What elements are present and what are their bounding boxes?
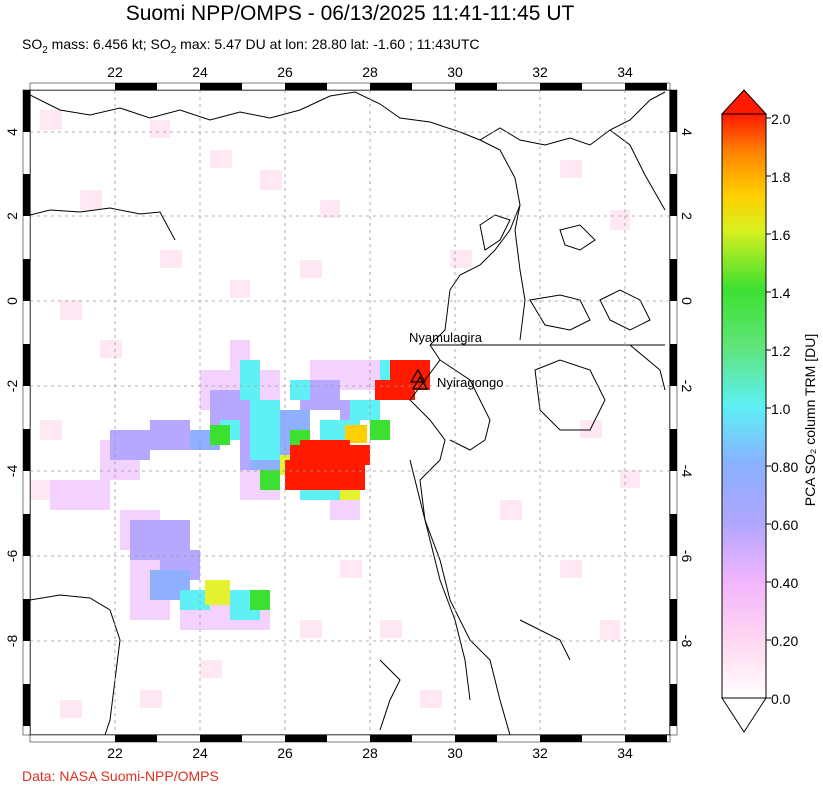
lat-tick-label: -2	[4, 380, 20, 393]
volcano-triangle-icon	[409, 368, 427, 383]
lon-tick-label: 30	[447, 64, 463, 80]
lon-tick-label: 32	[532, 745, 548, 761]
lat-tick-label: 2	[4, 212, 20, 220]
volcano-label-nyamulagira: Nyamulagira	[409, 330, 483, 345]
colorbar-tick-label: 1.2	[771, 343, 791, 359]
lon-tick-label: 32	[532, 64, 548, 80]
colorbar: 2.0 1.8 1.6 1.4 1.2 1.0 0.80 0.60 0.40 0…	[720, 89, 818, 733]
colorbar-tick-label: 1.8	[771, 169, 791, 185]
map-title: Suomi NPP/OMPS - 06/13/2025 11:41-11:45 …	[125, 2, 575, 25]
lat-labels-left: 4 2 0 -2 -4 -6 -8	[4, 128, 20, 647]
lat-tick-label: -8	[4, 635, 20, 648]
colorbar-tick-label: 0.0	[771, 691, 791, 707]
colorbar-tick-label: 1.4	[771, 285, 791, 301]
lat-tick-label: 2	[679, 212, 695, 220]
colorbar-max-arrow	[720, 89, 768, 115]
lat-tick-label: 0	[679, 297, 695, 305]
colorbar-axis-label: PCA SO₂ column TRM [DU]	[802, 334, 818, 506]
lat-tick-label: 4	[4, 128, 20, 136]
colorbar-tick-label: 1.0	[771, 401, 791, 417]
lon-tick-label: 30	[447, 745, 463, 761]
lat-tick-label: 4	[679, 128, 695, 136]
lon-tick-label: 26	[277, 64, 293, 80]
lon-tick-label: 28	[362, 745, 378, 761]
colorbar-tick-label: 0.20	[771, 633, 798, 649]
colorbar-tick-label: 1.6	[771, 227, 791, 243]
frame-ticks	[22, 82, 678, 743]
lon-tick-label: 24	[192, 745, 208, 761]
lat-tick-label: 0	[4, 297, 20, 305]
so2-high-region	[285, 360, 430, 490]
volcano-triangle-icon	[411, 375, 429, 390]
lon-tick-label: 22	[107, 64, 123, 80]
colorbar-tick-label: 0.60	[771, 517, 798, 533]
lat-tick-label: -4	[4, 465, 20, 478]
lon-labels-bottom: 22 24 26 28 30 32 34	[107, 745, 633, 761]
volcano-markers: Nyamulagira Nyiragongo	[409, 330, 504, 390]
lat-tick-label: -8	[679, 635, 695, 648]
country-borders	[30, 91, 666, 735]
lon-tick-label: 22	[107, 745, 123, 761]
lon-tick-label: 34	[617, 64, 633, 80]
lat-tick-label: -6	[679, 550, 695, 563]
lon-tick-label: 24	[192, 64, 208, 80]
graticule	[30, 90, 670, 735]
volcano-label-nyiragongo: Nyiragongo	[437, 375, 504, 390]
colorbar-gradient	[721, 113, 767, 699]
so2-summary: SO2 mass: 6.456 kt; SO2 max: 5.47 DU at …	[22, 36, 480, 56]
lat-tick-label: -2	[679, 380, 695, 393]
lon-tick-label: 26	[277, 745, 293, 761]
lon-tick-label: 34	[617, 745, 633, 761]
lat-labels-right: 4 2 0 -2 -4 -6 -8	[679, 128, 695, 647]
data-credit: Data: NASA Suomi-NPP/OMPS	[22, 768, 219, 784]
colorbar-tick-label: 0.80	[771, 459, 798, 475]
lon-tick-label: 28	[362, 64, 378, 80]
lat-tick-label: -6	[4, 550, 20, 563]
colorbar-tick-label: 2.0	[771, 111, 791, 127]
colorbar-min-arrow	[721, 697, 767, 733]
colorbar-tick-label: 0.40	[771, 575, 798, 591]
lon-labels-top: 22 24 26 28 30 32 34	[107, 64, 633, 80]
so2-pixel-layer	[30, 110, 640, 718]
lat-tick-label: -4	[679, 465, 695, 478]
